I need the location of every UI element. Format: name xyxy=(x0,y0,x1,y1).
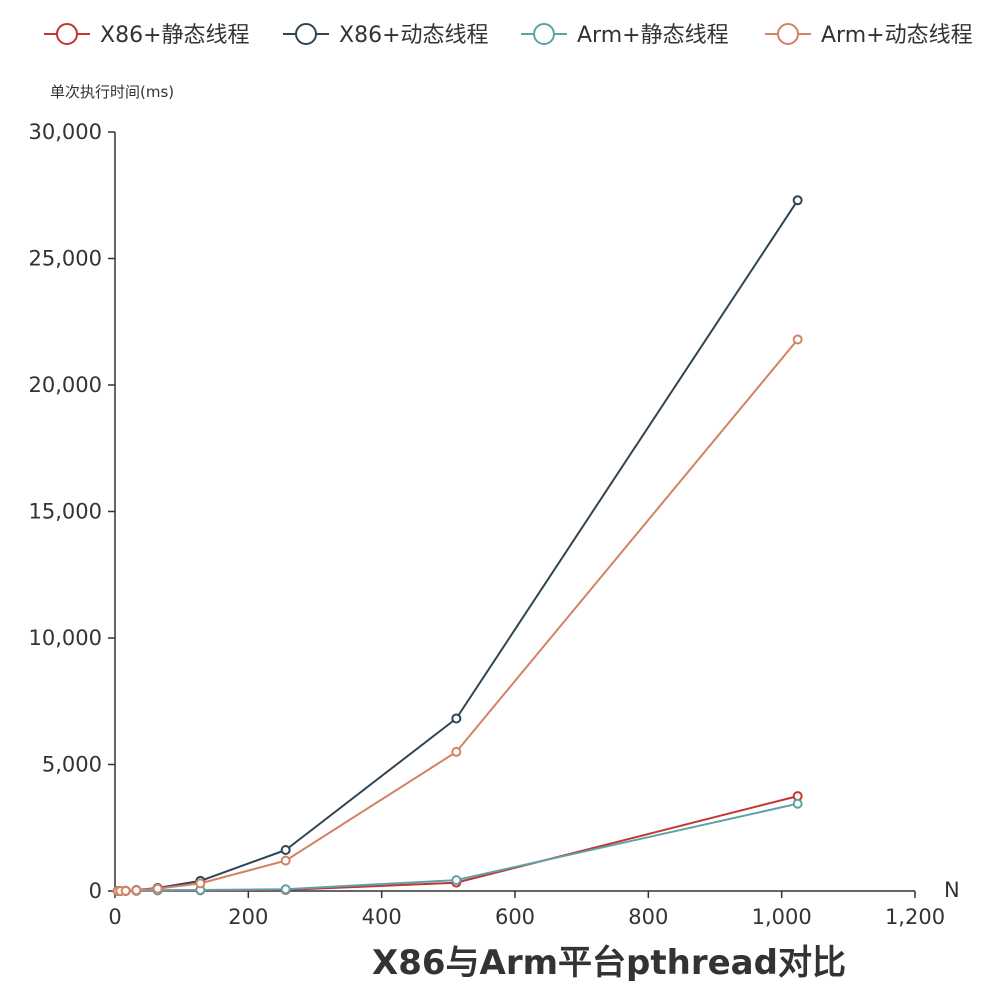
data-point[interactable] xyxy=(280,845,291,856)
data-point[interactable] xyxy=(280,855,291,866)
series-line xyxy=(117,199,799,892)
y-tick-label: 0 xyxy=(89,879,102,903)
legend-item[interactable]: Arm+静态线程 xyxy=(521,23,729,48)
y-axis: 0 5,000 10,000 15,000 20,000 25,000 30,000 xyxy=(29,120,116,903)
legend-circle-icon xyxy=(295,23,317,45)
series-3 xyxy=(112,798,803,896)
series-line xyxy=(117,338,799,892)
x-tick-label: 800 xyxy=(628,905,668,929)
data-point[interactable] xyxy=(451,713,462,724)
series-4 xyxy=(112,334,803,896)
x-tick-label: 1,000 xyxy=(752,905,812,929)
legend-label: X86+动态线程 xyxy=(339,23,489,48)
y-tick-label: 15,000 xyxy=(29,500,102,524)
legend-item[interactable]: X86+静态线程 xyxy=(44,23,250,48)
data-point[interactable] xyxy=(120,885,131,896)
y-axis-label: 单次执行时间(ms) xyxy=(50,83,174,101)
x-tick-label: 1,200 xyxy=(885,905,945,929)
data-point[interactable] xyxy=(792,798,803,809)
legend-circle-icon xyxy=(533,23,555,45)
y-tick-label: 10,000 xyxy=(29,626,102,650)
series-2 xyxy=(112,195,803,896)
x-tick-label: 600 xyxy=(495,905,535,929)
y-tick-label: 30,000 xyxy=(29,120,102,144)
x-axis-label: N xyxy=(944,878,960,902)
y-tick-label: 5,000 xyxy=(42,753,102,777)
legend[interactable]: X86+静态线程 X86+动态线程 Arm+静态线程 Arm+动态线程 xyxy=(44,23,973,48)
x-tick-label: 0 xyxy=(108,905,121,929)
data-point[interactable] xyxy=(792,334,803,345)
data-point[interactable] xyxy=(451,875,462,886)
data-point[interactable] xyxy=(792,195,803,206)
x-axis: 0 200 400 600 800 1,000 1,200 xyxy=(108,890,945,929)
series-layer xyxy=(112,195,803,896)
legend-label: X86+静态线程 xyxy=(100,23,250,48)
x-tick-label: 400 xyxy=(362,905,402,929)
y-tick-label: 25,000 xyxy=(29,247,102,271)
data-point[interactable] xyxy=(131,885,142,896)
legend-label: Arm+静态线程 xyxy=(577,23,729,48)
data-point[interactable] xyxy=(280,884,291,895)
x-tick-label: 200 xyxy=(228,905,268,929)
legend-item[interactable]: X86+动态线程 xyxy=(283,23,489,48)
data-point[interactable] xyxy=(195,878,206,889)
y-tick-label: 20,000 xyxy=(29,373,102,397)
legend-item[interactable]: Arm+动态线程 xyxy=(765,23,973,48)
data-point[interactable] xyxy=(451,746,462,757)
legend-circle-icon xyxy=(56,23,78,45)
data-point[interactable] xyxy=(152,883,163,894)
legend-label: Arm+动态线程 xyxy=(821,23,973,48)
legend-circle-icon xyxy=(777,23,799,45)
chart-title: X86与Arm平台pthread对比 xyxy=(372,943,846,983)
